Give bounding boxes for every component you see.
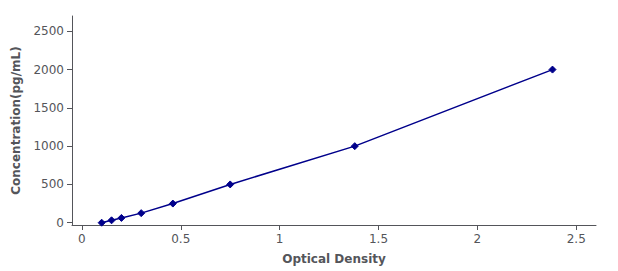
svg-text:0.5: 0.5 [171,232,190,246]
svg-text:2500: 2500 [33,24,64,38]
svg-text:2.5: 2.5 [567,232,586,246]
svg-text:Optical Density: Optical Density [282,252,386,266]
svg-text:1500: 1500 [33,101,64,115]
svg-text:2: 2 [474,232,482,246]
svg-text:500: 500 [41,177,64,191]
svg-text:1: 1 [276,232,284,246]
svg-text:2000: 2000 [33,63,64,77]
svg-text:0: 0 [56,216,64,230]
svg-text:1.5: 1.5 [369,232,388,246]
svg-text:Concentration(pg/mL): Concentration(pg/mL) [9,46,23,194]
svg-text:1000: 1000 [33,139,64,153]
svg-text:0: 0 [78,232,86,246]
